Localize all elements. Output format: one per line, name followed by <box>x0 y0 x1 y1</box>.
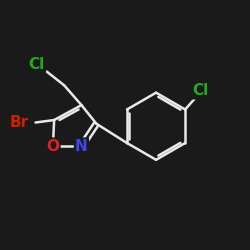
Text: Cl: Cl <box>28 56 45 72</box>
Text: O: O <box>46 139 60 154</box>
Text: Br: Br <box>10 115 29 130</box>
Text: Cl: Cl <box>192 83 208 98</box>
Text: N: N <box>75 139 88 154</box>
